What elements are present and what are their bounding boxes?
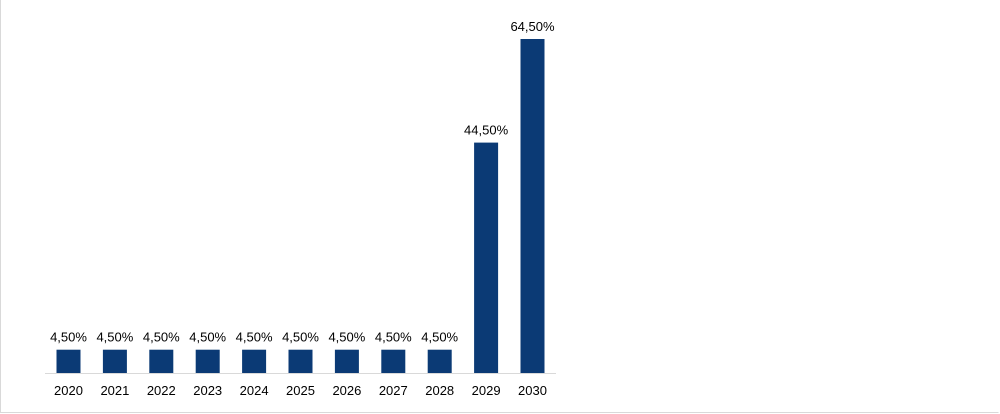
x-tick-label-2025: 2025 xyxy=(286,383,315,398)
bar-2020 xyxy=(56,349,81,373)
data-label-2027: 4,50% xyxy=(375,330,412,345)
x-tick-label-2028: 2028 xyxy=(425,383,454,398)
data-label-2022: 4,50% xyxy=(143,330,180,345)
data-label-2028: 4,50% xyxy=(421,330,458,345)
x-tick-label-2029: 2029 xyxy=(472,383,501,398)
bar-2026 xyxy=(334,349,359,373)
x-tick-label-2027: 2027 xyxy=(379,383,408,398)
x-tick-label-2030: 2030 xyxy=(518,383,547,398)
x-tick-label-2020: 2020 xyxy=(54,383,83,398)
x-tick-label-2023: 2023 xyxy=(193,383,222,398)
x-axis-tick-labels: 2020 2021 2022 2023 2024 2025 2026 2027 2028 2029… xyxy=(54,383,547,398)
bar-2027 xyxy=(381,349,406,373)
data-label-2026: 4,50% xyxy=(328,330,365,345)
bar-2021 xyxy=(102,349,127,373)
bar-2030 xyxy=(520,39,545,373)
data-label-2020: 4,50% xyxy=(50,330,87,345)
bar-2025 xyxy=(288,349,313,373)
bar-2024 xyxy=(242,349,267,373)
x-tick-label-2022: 2022 xyxy=(147,383,176,398)
data-label-2025: 4,50% xyxy=(282,330,319,345)
data-label-2030: 64,50% xyxy=(510,19,555,34)
bars-group xyxy=(56,39,545,373)
bar-2022 xyxy=(149,349,174,373)
data-label-2029: 44,50% xyxy=(464,123,509,138)
data-label-2024: 4,50% xyxy=(236,330,273,345)
bar-2023 xyxy=(195,349,220,373)
bar-2028 xyxy=(427,349,452,373)
x-tick-label-2024: 2024 xyxy=(240,383,269,398)
data-label-2021: 4,50% xyxy=(96,330,133,345)
x-tick-label-2021: 2021 xyxy=(100,383,129,398)
data-label-2023: 4,50% xyxy=(189,330,226,345)
bar-2029 xyxy=(474,142,499,373)
x-tick-label-2026: 2026 xyxy=(332,383,361,398)
data-labels-group: 4,50% 4,50% 4,50% 4,50% 4,50% 4,50% 4,50% 4,50%… xyxy=(50,19,555,345)
